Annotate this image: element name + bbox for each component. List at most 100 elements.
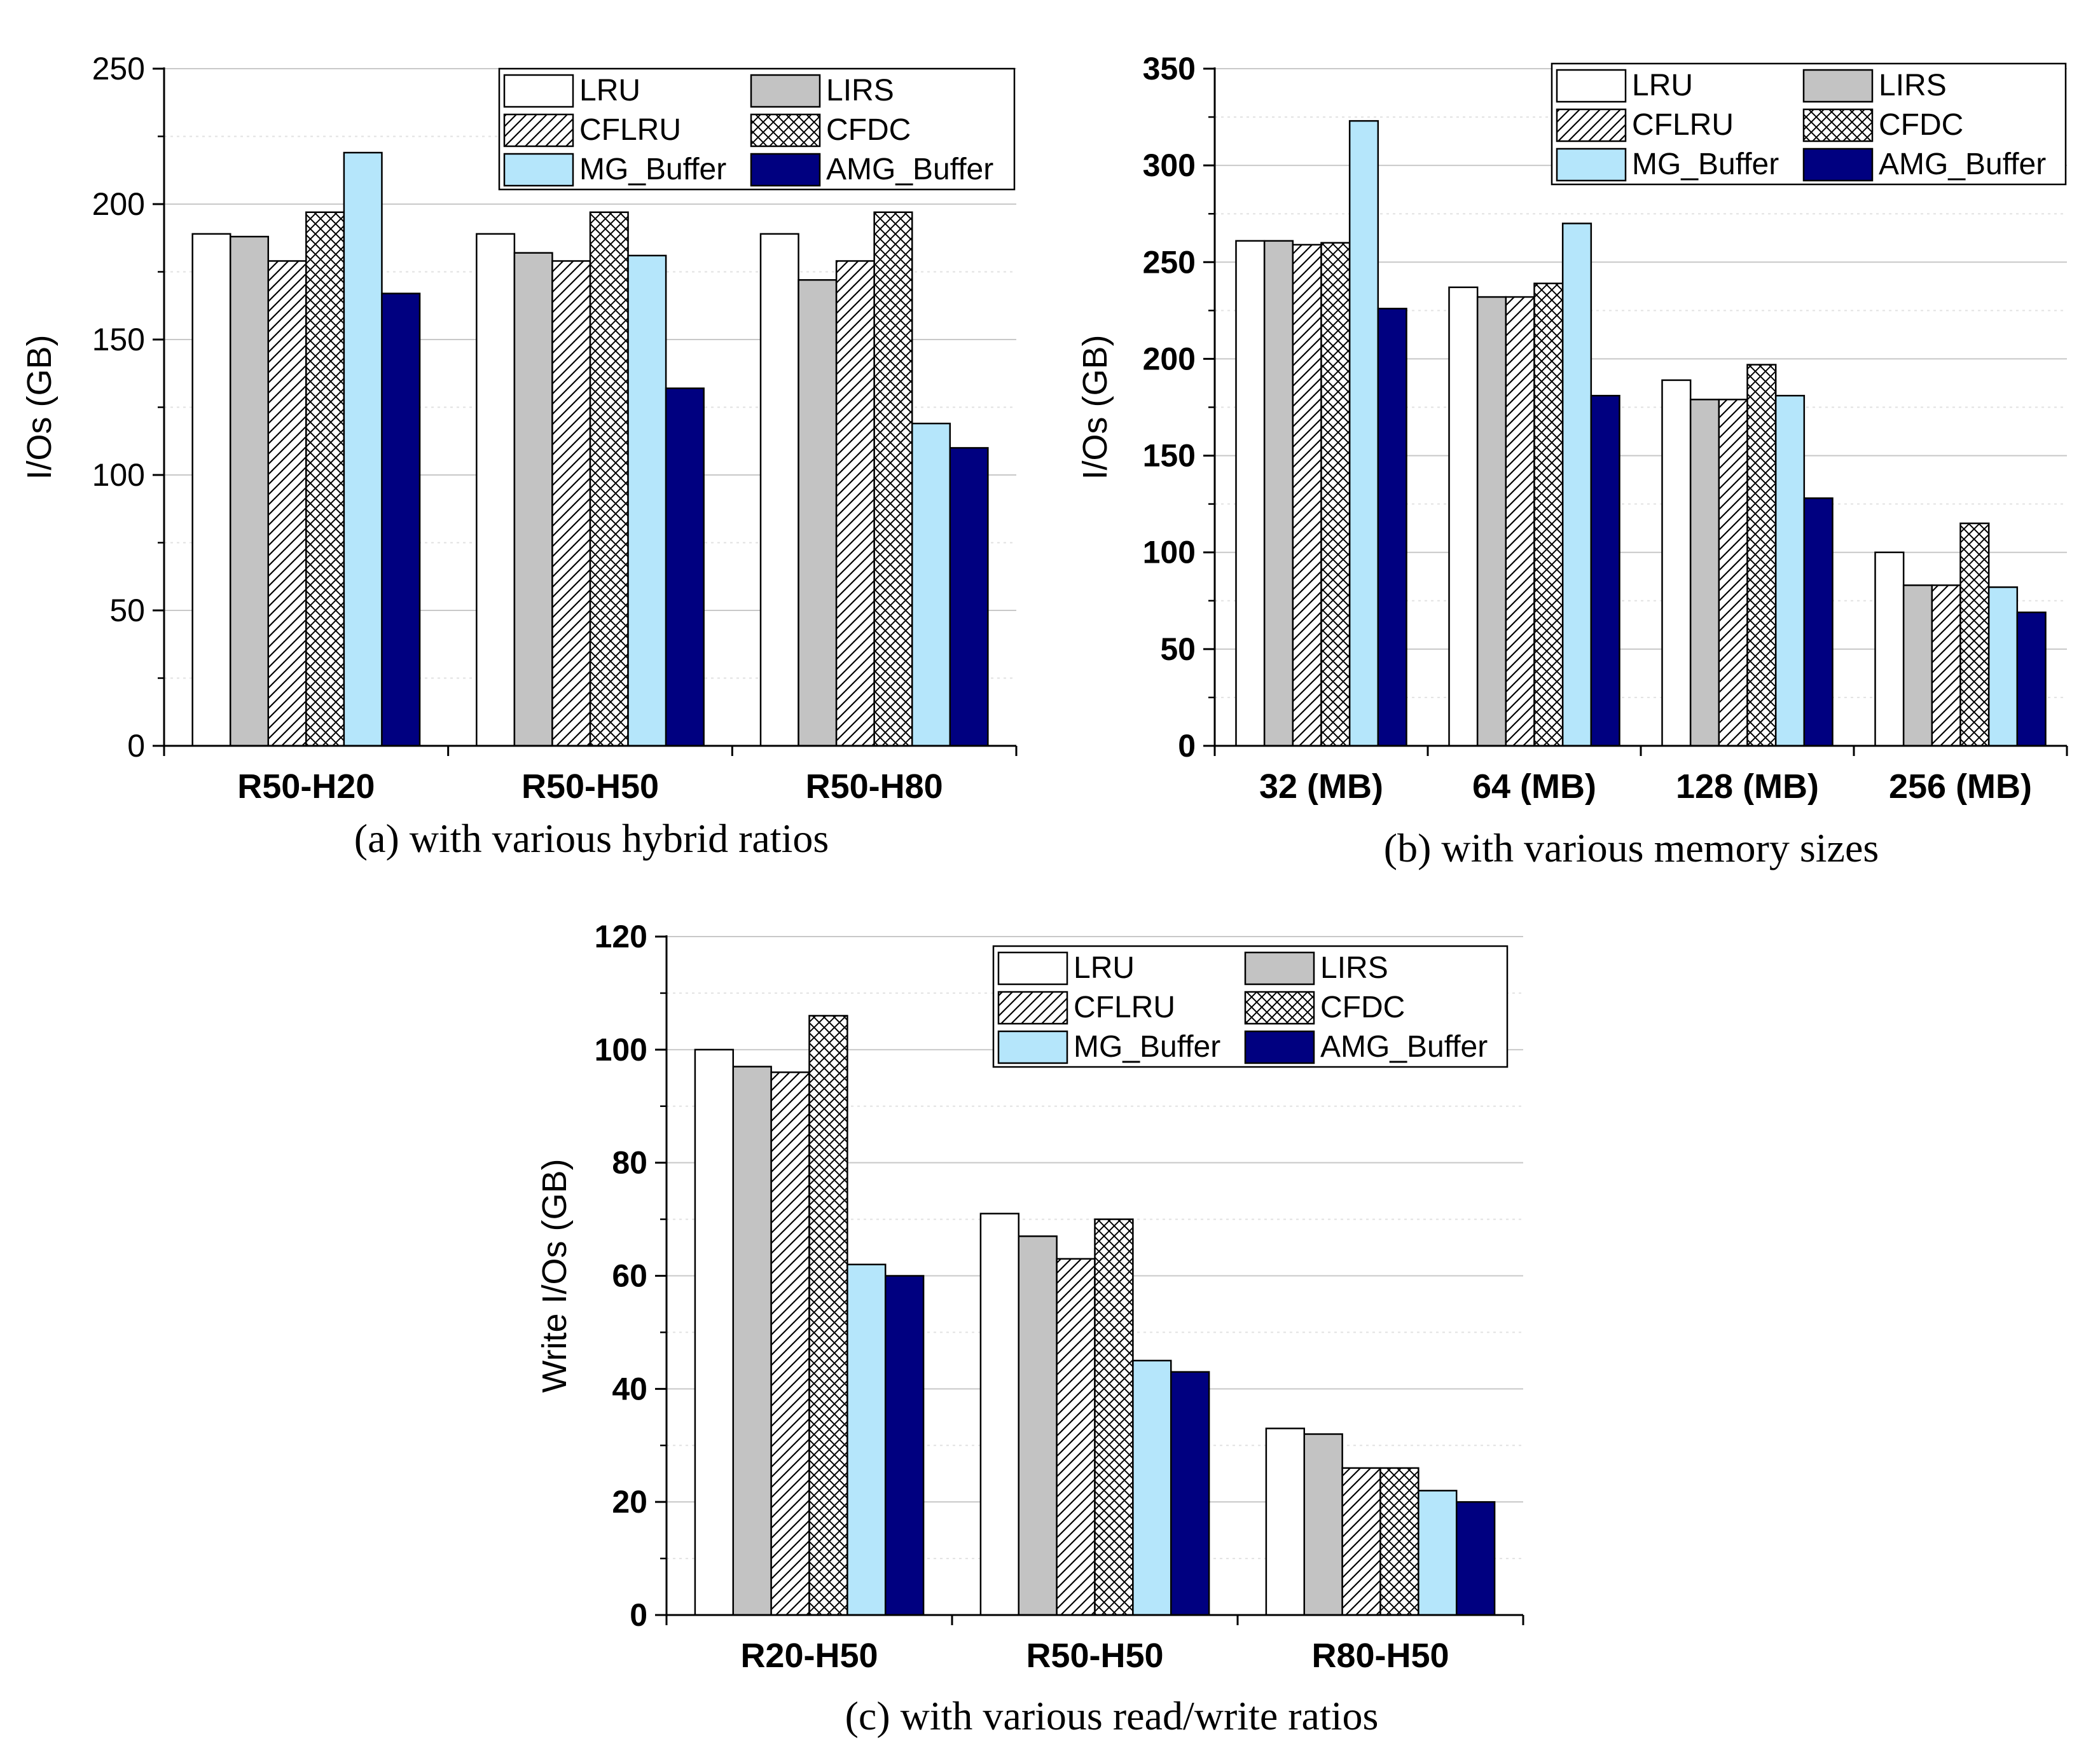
bar-cflru-256-mb — [1931, 584, 1961, 747]
legend-label-mg-buffer: MG_Buffer — [579, 153, 726, 186]
y-tick-label: 120 — [595, 919, 647, 954]
legend-label-amg-buffer: AMG_Buffer — [1320, 1030, 1488, 1064]
y-tick-label: 150 — [92, 322, 145, 357]
bar-lru-r50-h50 — [476, 233, 516, 747]
legend-label-mg-buffer: MG_Buffer — [1632, 148, 1779, 181]
legend-label-cflru: CFLRU — [579, 113, 681, 147]
bar-amg-buffer-64-mb — [1590, 394, 1620, 747]
y-tick-label: 0 — [630, 1597, 647, 1633]
bar-amg-buffer-256-mb — [2016, 611, 2047, 747]
chart-panel-b: 0 50 100 150 200 250 300 350 32 (MB) 64 (MB) 128 (… — [1076, 51, 2068, 870]
legend-swatch-mg-buffer — [997, 1030, 1068, 1064]
legend-swatch-mg-buffer — [1556, 148, 1627, 182]
legend-label-mg-buffer: MG_Buffer — [1074, 1030, 1220, 1064]
legend-label-cfdc: CFDC — [1320, 991, 1405, 1024]
y-tick-label: 20 — [612, 1484, 647, 1520]
x-category-label: R50-H80 — [806, 767, 943, 806]
bar-lru-r50-h50 — [979, 1213, 1020, 1616]
bar-cfdc-r80-h50 — [1379, 1467, 1420, 1616]
x-category-label: R50-H50 — [522, 767, 659, 806]
bar-lirs-r80-h50 — [1303, 1433, 1343, 1616]
y-tick-label: 150 — [1143, 438, 1196, 474]
chart-panel-c: 0 20 40 60 80 100 120 R20-H50 R50-H50 R80-H50 Writ… — [535, 919, 1524, 1738]
bar-amg-buffer-r50-h50 — [1170, 1371, 1210, 1616]
legend-label-lirs: LIRS — [1879, 69, 1947, 102]
bar-lirs-64-mb — [1476, 296, 1507, 747]
legend-label-amg-buffer: AMG_Buffer — [826, 153, 993, 186]
bar-amg-buffer-r20-h50 — [884, 1275, 925, 1616]
y-tick-label: 200 — [1143, 341, 1196, 376]
bar-lru-32-mb — [1235, 240, 1266, 747]
bar-lirs-r20-h50 — [732, 1066, 772, 1616]
bar-cfdc-32-mb — [1320, 242, 1351, 747]
bar-mg-buffer-r50-h20 — [343, 151, 383, 747]
bar-cflru-32-mb — [1292, 244, 1322, 747]
legend-swatch-cflru — [503, 113, 574, 148]
bar-mg-buffer-r20-h50 — [846, 1263, 887, 1616]
y-tick-label: 0 — [1178, 728, 1196, 764]
bar-lirs-r50-h50 — [513, 252, 553, 747]
legend-swatch-cfdc — [1244, 991, 1315, 1025]
legend-swatch-amg-buffer — [750, 153, 821, 187]
legend-swatch-lirs — [1802, 69, 1874, 103]
bar-lirs-256-mb — [1902, 584, 1933, 747]
y-tick-label: 300 — [1143, 148, 1196, 183]
legend-label-cfdc: CFDC — [826, 113, 911, 147]
legend-swatch-cflru — [1556, 108, 1627, 142]
y-tick-label: 40 — [612, 1371, 647, 1406]
legend-swatch-lru — [1556, 69, 1627, 103]
y-tick-label: 50 — [109, 593, 145, 628]
legend-label-lirs: LIRS — [826, 74, 894, 107]
bar-amg-buffer-r80-h50 — [1455, 1501, 1496, 1616]
bar-mg-buffer-r50-h80 — [911, 422, 951, 747]
x-category-label: 64 (MB) — [1472, 767, 1596, 806]
bar-lirs-128-mb — [1689, 399, 1720, 747]
bar-mg-buffer-32-mb — [1348, 120, 1379, 747]
bar-lru-128-mb — [1661, 379, 1692, 747]
bar-mg-buffer-256-mb — [1987, 586, 2019, 747]
bar-cflru-r20-h50 — [770, 1071, 810, 1616]
legend-swatch-amg-buffer — [1802, 148, 1874, 182]
bar-cfdc-256-mb — [1959, 522, 1990, 747]
legend-swatch-lirs — [1244, 951, 1315, 986]
x-category-label: 32 (MB) — [1259, 767, 1383, 806]
bar-cflru-r50-h80 — [835, 260, 875, 747]
y-axis-title: I/Os (GB) — [20, 335, 59, 480]
bar-cflru-r50-h20 — [267, 260, 307, 747]
bar-cflru-64-mb — [1505, 296, 1535, 747]
bar-mg-buffer-64-mb — [1561, 223, 1592, 747]
legend-label-lru: LRU — [1632, 69, 1693, 102]
bar-mg-buffer-r50-h50 — [1132, 1359, 1172, 1616]
bar-cflru-r80-h50 — [1341, 1467, 1381, 1616]
x-category-label: 128 (MB) — [1676, 767, 1819, 806]
bar-cfdc-128-mb — [1746, 364, 1777, 747]
legend-swatch-cflru — [997, 991, 1068, 1025]
y-tick-label: 0 — [127, 728, 145, 764]
bar-cfdc-r20-h50 — [808, 1015, 848, 1616]
x-category-label: 256 (MB) — [1889, 767, 2032, 806]
y-tick-label: 50 — [1160, 631, 1196, 667]
legend-label-amg-buffer: AMG_Buffer — [1879, 148, 2046, 181]
bar-amg-buffer-128-mb — [1803, 497, 1834, 747]
legend-swatch-mg-buffer — [503, 153, 574, 187]
legend-swatch-lru — [997, 951, 1068, 986]
y-tick-label: 100 — [92, 457, 145, 493]
legend: LRU LIRS CFLRU CFDC MG_Buffer AMG_Buffer — [992, 945, 1509, 1068]
bar-cflru-r50-h50 — [551, 260, 591, 747]
chart-caption: (c) with various read/write ratios — [845, 1693, 1379, 1738]
legend-swatch-amg-buffer — [1244, 1030, 1315, 1064]
y-tick-label: 350 — [1143, 51, 1196, 86]
x-category-label: R50-H20 — [237, 767, 375, 806]
bar-lru-r50-h20 — [191, 233, 231, 747]
y-tick-label: 80 — [612, 1145, 647, 1181]
y-tick-label: 200 — [92, 186, 145, 222]
bar-lirs-r50-h50 — [1018, 1235, 1058, 1616]
bar-lru-256-mb — [1874, 551, 1905, 747]
x-category-label: R80-H50 — [1311, 1637, 1449, 1675]
bar-lirs-r50-h20 — [229, 235, 270, 747]
legend-label-cflru: CFLRU — [1632, 108, 1734, 142]
bar-mg-buffer-r80-h50 — [1418, 1490, 1458, 1616]
bar-lru-r80-h50 — [1265, 1427, 1306, 1616]
y-axis-title: I/Os (GB) — [1076, 335, 1114, 480]
